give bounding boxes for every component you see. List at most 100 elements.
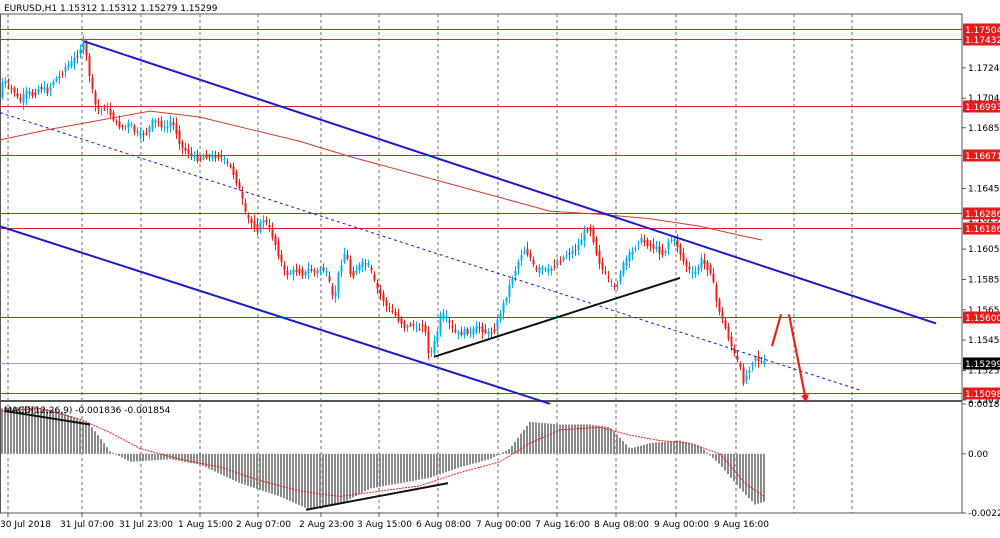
bear-candle	[322, 267, 325, 271]
macd-bar	[391, 453, 393, 485]
channel-lower-line[interactable]	[0, 225, 551, 405]
bear-candle	[40, 86, 43, 90]
bear-candle	[172, 122, 175, 125]
macd-bar	[67, 414, 69, 454]
forecast-arrow[interactable]	[770, 314, 783, 347]
macd-bar	[172, 453, 174, 460]
bear-candle	[301, 269, 304, 277]
macd-bar	[445, 453, 447, 473]
bull-candle	[439, 315, 442, 334]
macd-bar	[256, 453, 258, 489]
macd-bar	[130, 453, 132, 462]
bull-candle	[751, 363, 754, 366]
bull-candle	[499, 313, 502, 320]
macd-bar	[454, 453, 456, 469]
bull-candle	[754, 357, 757, 361]
macd-divergence-line[interactable]	[305, 482, 449, 511]
y-tick-label: 1.15850	[968, 275, 1000, 285]
macd-bar	[739, 453, 741, 489]
macd-bar	[244, 453, 246, 485]
bull-candle	[1, 82, 4, 98]
bear-candle	[214, 155, 217, 159]
level-label-bg	[963, 222, 1000, 235]
macd-bar	[370, 453, 372, 489]
bull-candle	[406, 325, 409, 328]
macd-bar	[556, 424, 558, 454]
level-label: 1.16993	[965, 103, 1000, 113]
macd-bar	[604, 426, 606, 454]
bear-candle	[109, 108, 112, 115]
macd-bar	[70, 416, 72, 454]
bull-candle	[166, 126, 169, 129]
bear-candle	[190, 153, 193, 155]
channel-lines[interactable]	[0, 40, 937, 405]
bear-candle	[652, 244, 655, 249]
support-trendline[interactable]	[433, 276, 681, 358]
macd-bar	[646, 443, 648, 454]
x-tick-label: 7 Aug 16:00	[535, 520, 590, 530]
bull-candle	[436, 331, 439, 343]
bull-candle	[511, 278, 514, 285]
macd-bar	[550, 423, 552, 454]
macd-bar	[214, 453, 216, 472]
bear-candle	[274, 235, 277, 245]
macd-bar	[460, 453, 462, 467]
bear-candle	[568, 253, 571, 255]
macd-bar	[694, 444, 696, 454]
bear-candle	[10, 87, 13, 89]
macd-bar	[514, 441, 516, 454]
bear-candle	[88, 55, 91, 76]
macd-bar	[490, 453, 492, 459]
macd-bar	[529, 421, 531, 454]
bear-candle	[394, 312, 397, 316]
macd-bar	[403, 453, 405, 483]
candles-layer	[1, 35, 766, 386]
bull-candle	[694, 271, 697, 275]
macd-bar	[358, 453, 360, 495]
current-price-bg	[963, 357, 1000, 370]
macd-bar	[4, 408, 6, 454]
macd-signal-line	[0, 407, 765, 498]
bear-candle	[490, 332, 493, 334]
bear-candle	[730, 336, 733, 347]
x-tick-label: 9 Aug 16:00	[714, 520, 769, 530]
macd-bar	[487, 453, 489, 460]
macd-bar	[538, 422, 540, 454]
macd-bar	[94, 431, 96, 454]
macd-bar	[154, 453, 156, 461]
macd-bar	[736, 453, 738, 485]
bull-candle	[475, 325, 478, 333]
macd-bar	[700, 446, 702, 454]
bear-candle	[526, 248, 529, 255]
horizontal-levels[interactable]	[0, 29, 962, 394]
macd-bar	[334, 453, 336, 506]
bull-candle	[289, 272, 292, 274]
bear-candle	[277, 242, 280, 257]
macd-bar	[76, 418, 78, 454]
level-label-bg	[963, 387, 1000, 400]
macd-divergence-line[interactable]	[5, 410, 91, 426]
channel-upper-line[interactable]	[83, 40, 937, 325]
macd-bar	[49, 409, 51, 454]
y-tick-label: 1.15450	[968, 336, 1000, 346]
bear-candle	[61, 73, 64, 75]
macd-bar	[763, 453, 765, 502]
bull-candle	[637, 243, 640, 245]
bear-candle	[658, 246, 661, 254]
macd-bar	[217, 453, 219, 473]
bear-candle	[268, 225, 271, 228]
bull-candle	[547, 268, 550, 273]
bull-candle	[691, 271, 694, 273]
bear-candle	[217, 154, 220, 158]
bull-candle	[22, 94, 25, 104]
macd-bar	[715, 453, 717, 461]
bear-candle	[559, 260, 562, 263]
macd-bar	[532, 422, 534, 454]
macd-bar	[388, 453, 390, 486]
forecast-arrow[interactable]	[787, 314, 809, 403]
macd-bar	[379, 453, 381, 487]
channel-mid-line[interactable]	[0, 112, 861, 391]
macd-bar	[661, 442, 663, 454]
macd-bar	[523, 429, 525, 454]
macd-bar	[109, 451, 111, 454]
